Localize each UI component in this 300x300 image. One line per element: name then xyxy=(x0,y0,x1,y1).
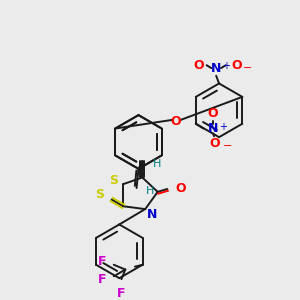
Text: −: − xyxy=(243,63,252,73)
Text: O: O xyxy=(194,59,204,72)
Text: F: F xyxy=(98,273,106,286)
Text: +: + xyxy=(219,122,227,132)
Text: S: S xyxy=(95,188,104,201)
Text: H: H xyxy=(146,186,154,196)
Text: F: F xyxy=(117,287,126,300)
Text: O: O xyxy=(210,137,220,150)
Text: N: N xyxy=(208,122,218,135)
Text: O: O xyxy=(175,182,186,196)
Text: O: O xyxy=(171,115,181,128)
Text: F: F xyxy=(98,255,106,268)
Text: N: N xyxy=(147,208,158,221)
Text: +: + xyxy=(222,61,230,71)
Text: O: O xyxy=(231,59,242,72)
Text: −: − xyxy=(223,141,232,151)
Text: S: S xyxy=(109,174,118,187)
Text: N: N xyxy=(211,61,221,75)
Text: H: H xyxy=(153,159,161,169)
Text: O: O xyxy=(208,107,218,120)
